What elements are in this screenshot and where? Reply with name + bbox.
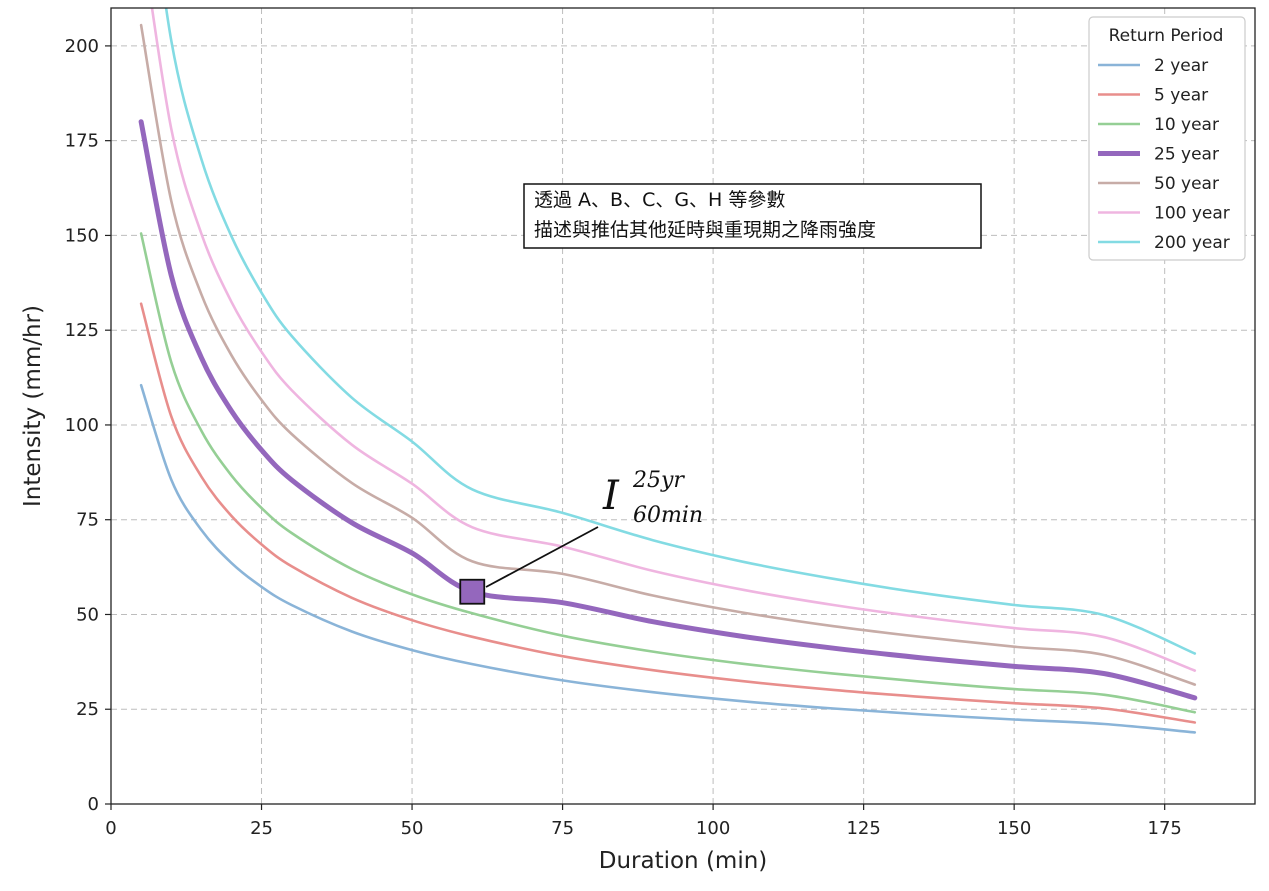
y-axis-label: Intensity (mm/hr)	[20, 305, 46, 507]
legend-label-5-year: 5 year	[1154, 86, 1208, 106]
annotation-subscript: 60min	[633, 503, 703, 528]
legend-frame	[1088, 16, 1246, 261]
legend-title: Return Period	[1109, 26, 1224, 46]
legend-label-200-year: 200 year	[1154, 233, 1230, 253]
series-line-2-year	[139, 383, 1197, 734]
legend: Return Period 2 year 5 year 10 year 25 year…	[1088, 16, 1246, 261]
y-tick-label: 100	[65, 415, 99, 436]
annotation-symbol: I	[602, 473, 620, 519]
legend-label-50-year: 50 year	[1154, 174, 1219, 194]
legend-label-25-year: 25 year	[1154, 145, 1219, 165]
x-tick-label: 100	[696, 818, 730, 839]
annotation-superscript: 25yr	[632, 468, 685, 493]
x-axis-label: Duration (min)	[599, 848, 768, 874]
y-tick-label: 125	[65, 320, 99, 341]
legend-label-100-year: 100 year	[1154, 204, 1230, 224]
plot-frame	[110, 7, 1256, 805]
design-intensity-marker	[459, 578, 486, 605]
x-tick-label: 75	[551, 818, 574, 839]
series-line-200-year	[164, 8, 1197, 655]
series-line-100-year	[150, 8, 1197, 672]
x-tick-label: 50	[401, 818, 424, 839]
ticks-layer: 0 25 50 75 100 125 150 175 0 25 50 75 100 125 150 175 20…	[65, 36, 1182, 839]
parameter-note: 透過 A、B、C、G、H 等參數 描述與推估其他延時與重現期之降雨強度	[523, 183, 982, 249]
note-line-1: 透過 A、B、C、G、H 等參數	[534, 189, 785, 211]
x-tick-label: 0	[105, 818, 116, 839]
legend-label-2-year: 2 year	[1154, 56, 1208, 76]
x-tick-label: 25	[250, 818, 273, 839]
x-tick-label: 175	[1148, 818, 1182, 839]
series-line-5-year	[139, 302, 1197, 724]
y-tick-label: 0	[88, 794, 99, 815]
annotation-arrow	[485, 526, 599, 588]
y-tick-label: 150	[65, 225, 99, 246]
x-tick-label: 125	[846, 818, 880, 839]
y-tick-label: 175	[65, 131, 99, 152]
legend-label-10-year: 10 year	[1154, 115, 1219, 135]
y-tick-label: 50	[76, 604, 99, 625]
intensity-annotation: I 25yr 60min	[485, 468, 703, 588]
legend-items: 2 year 5 year 10 year 25 year 50 year 100 yea…	[1098, 56, 1230, 253]
note-line-2: 描述與推估其他延時與重現期之降雨強度	[534, 219, 876, 241]
x-tick-label: 150	[997, 818, 1031, 839]
y-tick-label: 75	[76, 510, 99, 531]
y-tick-label: 25	[76, 699, 99, 720]
lines-layer	[138, 8, 1198, 734]
series-line-50-year	[139, 23, 1197, 686]
series-line-25-year	[138, 119, 1198, 701]
y-tick-label: 200	[65, 36, 99, 57]
series-line-10-year	[139, 232, 1197, 714]
note-box	[523, 183, 982, 249]
